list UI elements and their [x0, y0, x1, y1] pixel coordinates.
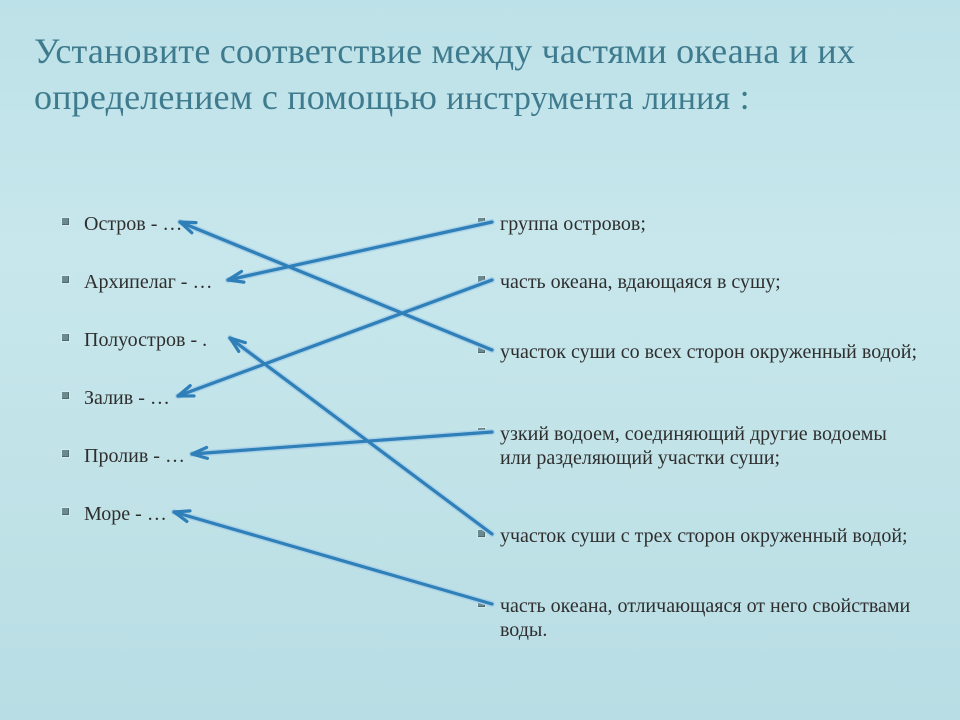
left-column: Остров - … Архипелаг - … Полуостров - . Зал… — [84, 210, 344, 570]
right-definition-label: часть океана, отличающаяся от него свойс… — [500, 595, 910, 641]
bullet-icon — [478, 218, 485, 225]
right-definition-label: часть океана, вдающаяся в сушу; — [500, 271, 781, 293]
left-term-label: Архипелаг - … — [84, 271, 212, 293]
left-term-label: Море - … — [84, 503, 167, 525]
right-definition-label: группа островов; — [500, 213, 646, 235]
bullet-icon — [62, 508, 69, 515]
right-definition: участок суши с трех сторон окруженный во… — [500, 524, 920, 548]
bullet-icon — [62, 450, 69, 457]
bullet-icon — [478, 600, 485, 607]
left-term-label: Пролив - … — [84, 445, 185, 467]
bullet-icon — [62, 334, 69, 341]
right-definition-label: участок суши со всех сторон окруженный в… — [500, 341, 917, 363]
bullet-icon — [478, 346, 485, 353]
left-term: Море - … — [84, 502, 167, 526]
right-definition: узкий водоем, соединяющий другие водоемы… — [500, 422, 920, 470]
bullet-icon — [62, 392, 69, 399]
left-term-label: Полуостров - . — [84, 329, 207, 351]
left-term: Остров - … — [84, 212, 182, 236]
bullet-icon — [62, 218, 69, 225]
left-term-label: Остров - … — [84, 213, 182, 235]
title-text-small: инструмента линия — [446, 80, 730, 117]
title-suffix: : — [730, 77, 749, 117]
right-column: группа островов; часть океана, вдающаяся … — [500, 210, 920, 670]
bullet-icon — [478, 530, 485, 537]
left-term: Полуостров - . — [84, 328, 207, 352]
left-term: Пролив - … — [84, 444, 185, 468]
left-term: Залив - … — [84, 386, 170, 410]
right-definition: часть океана, отличающаяся от него свойс… — [500, 594, 920, 642]
bullet-icon — [478, 428, 485, 435]
right-definition: участок суши со всех сторон окруженный в… — [500, 340, 920, 364]
right-definition-label: узкий водоем, соединяющий другие водоемы… — [500, 423, 887, 469]
left-term: Архипелаг - … — [84, 270, 212, 294]
bullet-icon — [62, 276, 69, 283]
bullet-icon — [478, 276, 485, 283]
left-term-label: Залив - … — [84, 387, 170, 409]
right-definition: часть океана, вдающаяся в сушу; — [500, 270, 920, 294]
right-definition: группа островов; — [500, 212, 920, 236]
right-definition-label: участок суши с трех сторон окруженный во… — [500, 525, 908, 547]
slide-title: Установите соответствие между частями ок… — [34, 28, 914, 121]
slide: Установите соответствие между частями ок… — [0, 0, 960, 720]
